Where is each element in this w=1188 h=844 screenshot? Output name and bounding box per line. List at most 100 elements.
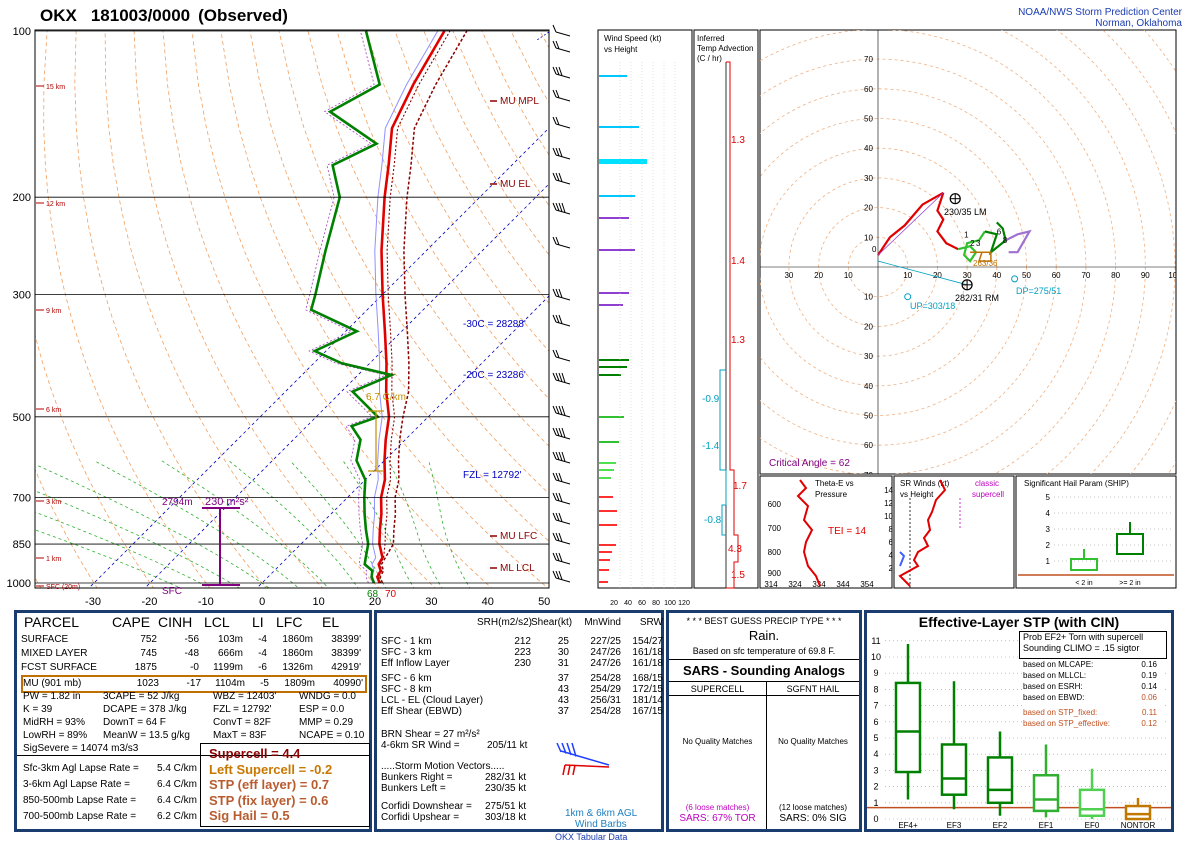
stp-box bbox=[940, 743, 968, 796]
eff-inflow-top: 2794m bbox=[162, 497, 193, 508]
thermo-cell: MeanW = 13.5 g/kg bbox=[103, 730, 190, 741]
wind-barb bbox=[555, 154, 571, 160]
dry-adiabat bbox=[162, 30, 436, 588]
temperature-tick: -20 bbox=[141, 596, 157, 608]
stp-based-row: based on ESRH: 0.14 bbox=[1023, 681, 1163, 692]
wind-speed-tick: 20 bbox=[610, 600, 618, 607]
kinematic-cell: 212 bbox=[514, 636, 531, 647]
thermo-cell: PW = 1.82 in bbox=[23, 691, 81, 702]
stp-based-value: 0.14 bbox=[1141, 682, 1157, 691]
stp-based-label: based on STP_fixed: bbox=[1023, 708, 1098, 717]
bunkers-left-value: 230/35 kt bbox=[485, 783, 527, 794]
tadv-label: -1.4 bbox=[702, 441, 720, 452]
hodo-x-tick: 40 bbox=[992, 271, 1001, 280]
stp-based-value: 0.12 bbox=[1141, 719, 1157, 728]
ship-y-tick: 3 bbox=[1046, 525, 1051, 534]
bunkers-right-value: 282/31 kt bbox=[485, 772, 527, 783]
srw-supercell: supercell bbox=[972, 490, 1004, 499]
eff-inflow-srh: 230 m²s² bbox=[205, 496, 249, 508]
mu-lfc-label: MU LFC bbox=[500, 531, 537, 542]
thermo-indices: PW = 1.82 in 3CAPE = 52 J/kg WBZ = 12403' W… bbox=[23, 690, 369, 742]
kinematic-cell: 167/15 bbox=[632, 706, 663, 717]
stp-prob-box: Prob EF2+ Torn with supercell Sounding C… bbox=[1019, 631, 1167, 659]
stp-y-tick: 5 bbox=[873, 733, 878, 743]
stp-y-tick: 7 bbox=[873, 701, 878, 711]
hodo-trace-mid bbox=[936, 192, 959, 251]
parcel-cell: -17 bbox=[186, 678, 201, 689]
sr-wind-46: 4-6km SR Wind = bbox=[381, 740, 460, 751]
hodo-point-label: 8 bbox=[1003, 236, 1008, 245]
moist-adiabat bbox=[428, 460, 471, 588]
wind-speed-bar bbox=[599, 581, 608, 583]
hodo-ring-tick: 40 bbox=[864, 144, 873, 153]
hodo-x-tick: 50 bbox=[1022, 271, 1031, 280]
hodo-trace-green bbox=[957, 230, 986, 263]
parcel-cell: 38399' bbox=[331, 634, 361, 645]
stp-based-row: based on EBWD: 0.06 bbox=[1023, 692, 1163, 703]
kinematics-panel: SRH(m2/s2) Shear(kt) MnWind SRW SFC - 1 km 21… bbox=[374, 610, 664, 832]
hodo-x-tick: 30 bbox=[784, 271, 793, 280]
dry-adiabat bbox=[35, 468, 98, 588]
parcel-cell: -48 bbox=[184, 648, 199, 659]
thermo-cell: DCAPE = 378 J/kg bbox=[103, 704, 187, 715]
wetbulb-profile bbox=[369, 30, 439, 584]
hdr-el: EL bbox=[322, 614, 340, 630]
srw-low bbox=[899, 551, 906, 567]
moist-adiabat bbox=[289, 460, 387, 588]
srw-y-tick: 10 bbox=[884, 512, 893, 521]
composite-param: Left Supercell = -0.2 bbox=[209, 761, 333, 777]
bunkers-right: Bunkers Right = bbox=[381, 772, 453, 783]
parcel-cell: 103m bbox=[217, 634, 243, 645]
tadv-label: -0.8 bbox=[704, 515, 722, 526]
tadv-label: 1.7 bbox=[733, 481, 747, 492]
moist-adiabat bbox=[35, 529, 182, 588]
stp-based-list: based on MLCAPE: 0.16 based on MLLCL: 0.19 b… bbox=[1023, 659, 1163, 729]
kinematic-cell: 43 bbox=[557, 695, 569, 706]
kinematic-row: Eff Inflow Layer 230 31 247/26 161/18 bbox=[381, 658, 663, 669]
hodo-x-tick: 10 bbox=[844, 271, 853, 280]
stp-box bbox=[1124, 804, 1152, 821]
ship-y-tick: 5 bbox=[1046, 493, 1051, 502]
wind-barb bbox=[555, 458, 571, 464]
wind-speed-bar bbox=[599, 569, 609, 571]
thetae-title-1: Theta-E vs bbox=[815, 479, 854, 488]
wind-speed-bar bbox=[599, 374, 621, 376]
stp-y-tick: 10 bbox=[871, 652, 881, 662]
composite-param: STP (fix layer) = 0.6 bbox=[209, 792, 329, 808]
kinematic-cell: SFC - 8 km bbox=[381, 684, 432, 695]
kinematic-cell: MnWind bbox=[584, 617, 621, 628]
bunkers-left: Bunkers Left = bbox=[381, 783, 446, 794]
kinematic-cell: 154/27 bbox=[632, 636, 663, 647]
stp-y-tick: 3 bbox=[873, 765, 878, 775]
wind-speed-bar bbox=[599, 477, 611, 479]
hdr-lfc: LFC bbox=[276, 614, 303, 630]
corfidi-down: Corfidi Downshear = bbox=[381, 801, 472, 812]
wind-speed-bar bbox=[599, 524, 617, 526]
lapse-label: Sfc-3km Agl Lapse Rate = bbox=[23, 763, 139, 774]
hodo-dp-label: DP=275/51 bbox=[1016, 286, 1061, 296]
wind-speed-bar bbox=[599, 126, 639, 128]
hdr-cape: CAPE bbox=[112, 614, 151, 630]
wind-barb bbox=[555, 434, 571, 440]
hodo-lm-label: 230/35 LM bbox=[944, 207, 987, 217]
dry-adiabat bbox=[74, 30, 267, 588]
hodo-ring-tick: 40 bbox=[864, 382, 873, 391]
thetae-y-tick: 600 bbox=[768, 500, 782, 509]
lapse-value: 5.4 C/km bbox=[156, 763, 197, 774]
stp-y-tick: 6 bbox=[873, 717, 878, 727]
precip-sars-panel: * * * BEST GUESS PRECIP TYPE * * * Rain.… bbox=[666, 610, 862, 832]
parcel-row: SURFACE 752 -56 103m -4 1860m 38399' bbox=[21, 633, 367, 647]
barbs-label-2: Wind Barbs bbox=[575, 819, 627, 830]
temperature-tick: 0 bbox=[259, 596, 265, 608]
wind-speed-bar bbox=[599, 559, 610, 561]
sars-hail-result: SARS: 0% SIG bbox=[779, 813, 847, 824]
sars-title: SARS - Sounding Analogs bbox=[682, 663, 845, 678]
stp-based-row: based on STP_fixed: 0.11 bbox=[1023, 707, 1163, 718]
kinematic-cell: SFC - 6 km bbox=[381, 673, 432, 684]
pressure-tick: 700 bbox=[13, 492, 31, 504]
lapse-label: 3-6km Agl Lapse Rate = bbox=[23, 779, 131, 790]
wind-speed-tick: 40 bbox=[624, 600, 632, 607]
parcel-cell: -6 bbox=[258, 662, 267, 673]
